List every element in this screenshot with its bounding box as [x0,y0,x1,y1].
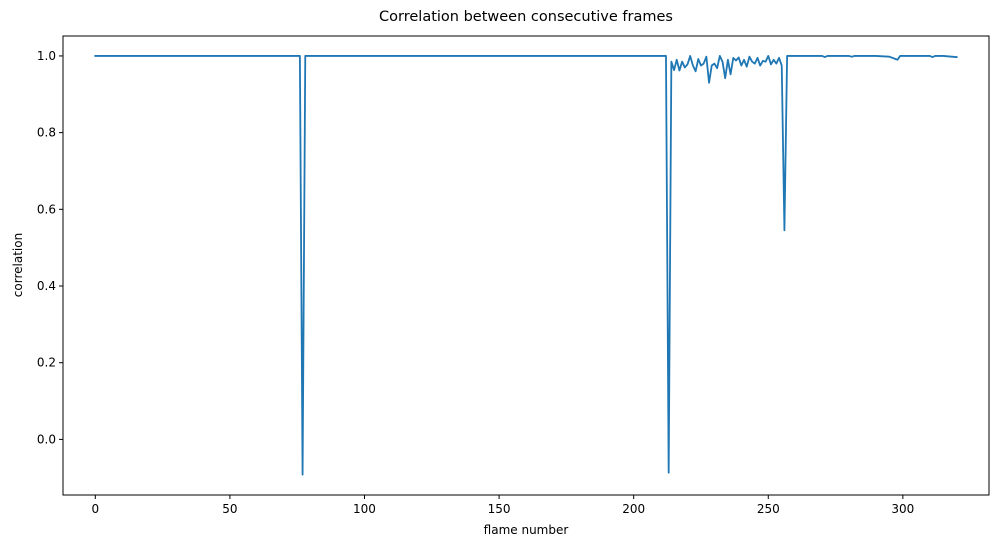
y-tick-label: 0.2 [37,356,56,370]
y-tick-label: 0.8 [37,126,56,140]
x-tick-label: 0 [91,502,99,516]
series-line [94,55,958,476]
x-tick-label: 50 [222,502,237,516]
x-tick-label: 100 [353,502,376,516]
y-tick-label: 0.0 [37,432,56,446]
y-tick-label: 0.6 [37,202,56,216]
x-axis-label: flame number [484,523,569,537]
plot-area-background [63,18,989,495]
chart-title: Correlation between consecutive frames [379,9,673,25]
x-tick-label: 250 [757,502,780,516]
y-tick-label: 0.4 [37,279,56,293]
x-axis: 0 50 100 150 200 250 300 [91,495,914,516]
x-tick-label: 150 [488,502,511,516]
plot-frame [62,35,990,496]
y-tick-label: 1.0 [37,49,56,63]
x-tick-label: 200 [622,502,645,516]
y-axis: 0.0 0.2 0.4 0.6 0.8 1.0 [37,49,63,446]
y-axis-label: correlation [11,233,25,297]
x-tick-label: 300 [891,502,914,516]
